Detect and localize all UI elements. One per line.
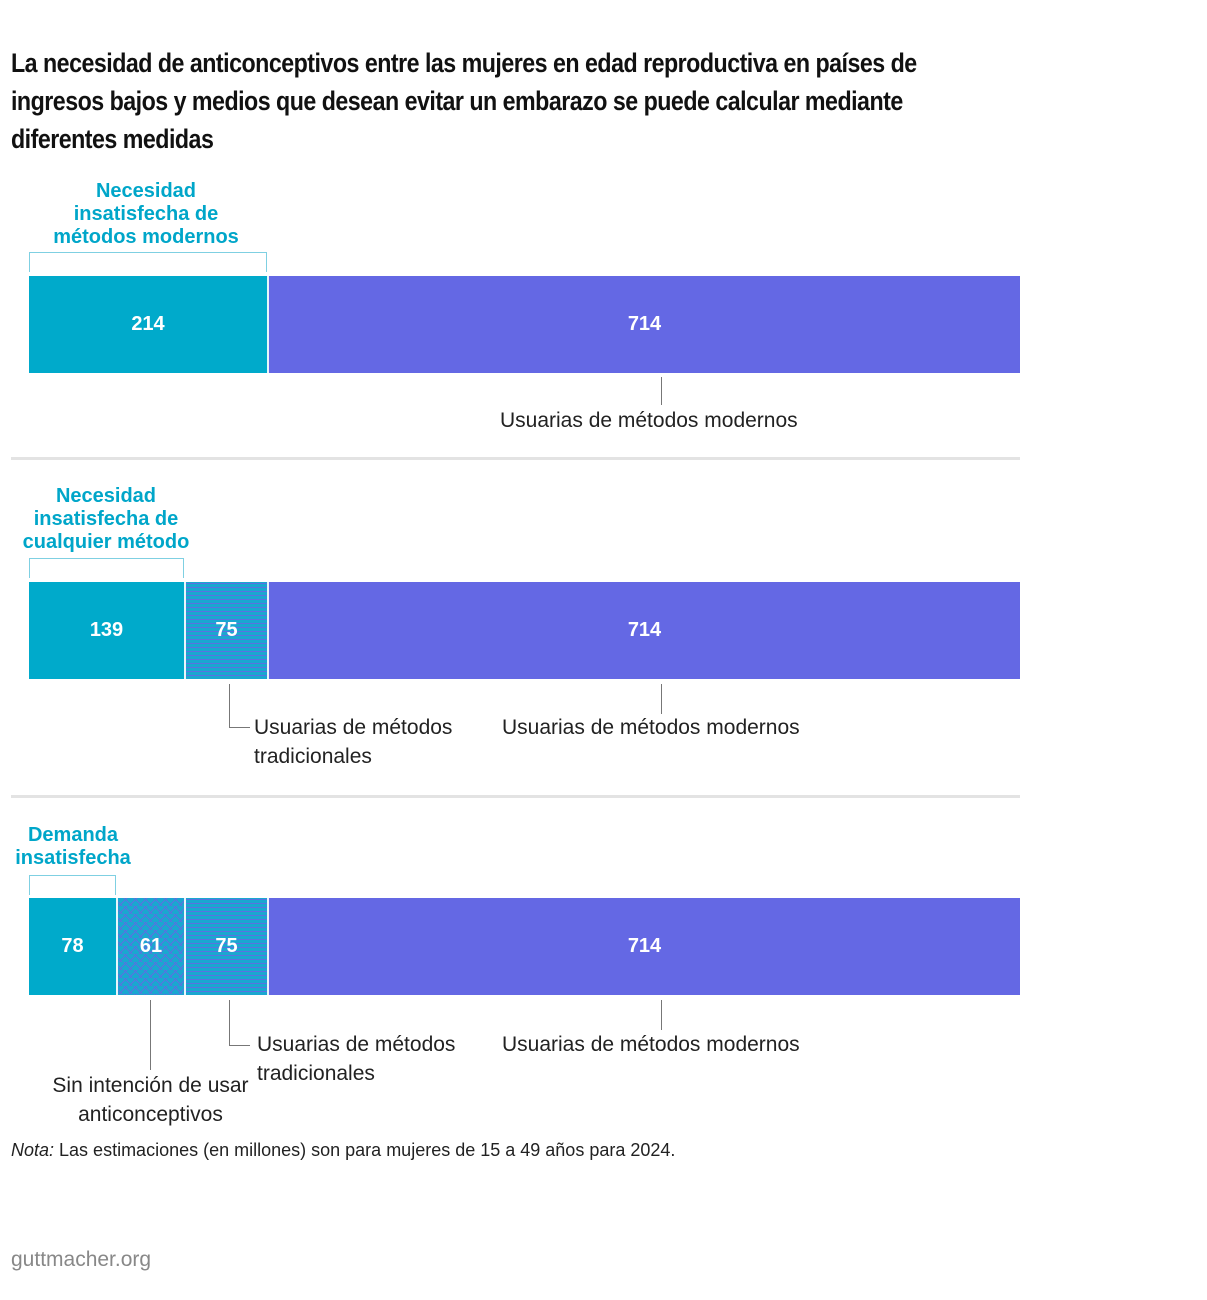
leader-line-modern: [661, 1000, 662, 1030]
leader-line-traditional: [229, 1000, 230, 1045]
bracket-unmet-modern: [29, 252, 267, 272]
footnote: Nota: Las estimaciones (en millones) son…: [11, 1140, 675, 1161]
bracket-label-unmet-any: Necesidad insatisfecha de cualquier méto…: [22, 485, 190, 553]
annotation-traditional-users: Usuarias de métodos tradicionales: [254, 716, 453, 768]
chart-title: La necesidad de anticonceptivos entre la…: [11, 48, 917, 154]
panel-divider: [11, 457, 1020, 460]
footnote-text: Las estimaciones (en millones) son para …: [54, 1140, 676, 1160]
leader-line-no-intention: [150, 1000, 151, 1070]
leader-line-traditional-h: [229, 1045, 250, 1046]
annotation-traditional-users: Usuarias de métodos tradicionales: [257, 1033, 456, 1085]
bracket-label-unmet-demand: Demanda insatisfecha: [15, 824, 131, 869]
segment-traditional-users: 75: [184, 898, 267, 995]
leader-line-traditional: [229, 684, 230, 727]
segment-modern-users: 714: [267, 898, 1020, 995]
footnote-prefix: Nota:: [11, 1140, 55, 1160]
panel-divider: [11, 795, 1020, 798]
leader-line-traditional-h: [229, 727, 250, 728]
source-credit: guttmacher.org: [11, 1248, 152, 1271]
segment-traditional-users: 75: [184, 582, 267, 679]
leader-line-modern: [661, 684, 662, 714]
segment-modern-users: 714: [267, 582, 1020, 679]
annotation-no-intention: Sin intención de usar anticonceptivos: [52, 1074, 249, 1126]
segment-modern-users: 714: [267, 276, 1020, 373]
segment-unmet-demand: 78: [29, 898, 116, 995]
annotation-modern-users: Usuarias de métodos modernos: [502, 1033, 800, 1056]
annotation-modern-users: Usuarias de métodos modernos: [502, 716, 800, 739]
annotation-modern-users: Usuarias de métodos modernos: [500, 409, 798, 432]
segment-unmet-modern: 214: [29, 276, 267, 373]
bracket-unmet-any: [29, 558, 184, 578]
bracket-unmet-demand: [29, 875, 116, 895]
segment-no-intention: 61: [116, 898, 184, 995]
segment-unmet-any: 139: [29, 582, 184, 679]
leader-line-modern: [661, 377, 662, 405]
bracket-label-unmet-modern: Necesidad insatisfecha de métodos modern…: [53, 180, 239, 248]
